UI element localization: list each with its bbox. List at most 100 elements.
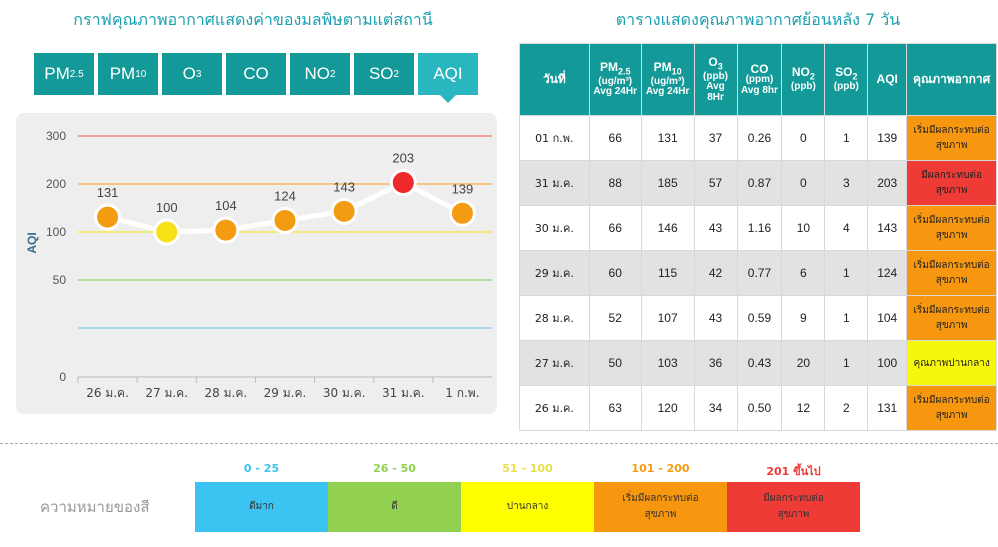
data-label: 100 [156, 200, 178, 215]
column-header-label: คุณภาพอากาศ [912, 72, 991, 87]
tab-aqi[interactable]: AQI [418, 53, 478, 103]
column-header-subscript: 2 [852, 71, 858, 82]
table-header-row: วันที่ PM2.5 (ug/m³) Avg 24Hr PM10 (ug/m³) A… [519, 43, 997, 116]
cell-no2: 6 [781, 250, 826, 296]
tab-no2[interactable]: NO 2 [290, 53, 350, 95]
cell-aqi: 139 [867, 115, 908, 161]
table-title: ตารางแสดงคุณภาพอากาศย้อนหลัง 7 วัน [615, 10, 901, 29]
column-header-label: CO [750, 61, 769, 76]
table-row: 29 ม.ค. 60 115 42 0.77 6 1 124 เริ่มมีผลกระทบต่อ… [519, 250, 997, 296]
data-label: 104 [215, 198, 237, 213]
data-point [212, 216, 240, 244]
cell-pm10: 107 [640, 295, 695, 341]
chart-title: กราฟคุณภาพอากาศแสดงค่าของมลพิษตามแต่สถาน… [73, 10, 433, 29]
x-tick-label: 31 ม.ค. [382, 386, 425, 400]
legend-label: เริ่มมีผลกระทบต่อสุขภาพ [622, 493, 699, 520]
data-point [448, 199, 476, 227]
column-header: วันที่ [519, 43, 590, 116]
column-header: SO2 (ppb) [824, 43, 869, 116]
cell-so2: 1 [824, 250, 869, 296]
tab-subscript: 10 [135, 68, 147, 80]
data-label: 203 [392, 151, 414, 166]
tab-subscript: 2.5 [69, 68, 84, 80]
cell-so2: 1 [824, 340, 869, 386]
cell-date: 28 ม.ค. [519, 295, 590, 341]
cell-date: 26 ม.ค. [519, 385, 590, 431]
column-header: คุณภาพอากาศ [906, 43, 997, 116]
tab-pm25[interactable]: PM 2.5 [34, 53, 94, 95]
cell-pm10: 185 [640, 160, 695, 206]
cell-quality: มีผลกระทบต่อสุขภาพ [906, 160, 997, 206]
cell-o3: 37 [693, 115, 738, 161]
legend-range: 0 - 25 [243, 462, 280, 475]
cell-o3: 57 [693, 160, 738, 206]
cell-aqi: 143 [867, 205, 908, 251]
cell-co: 0.59 [736, 295, 783, 341]
x-tick-label: 30 ม.ค. [323, 386, 366, 400]
column-header-label: NO [791, 65, 810, 80]
aqi-chart: 0 50 100 200 300 AQI 26 ม.ค. 27 ม.ค. 28 ม.ค. 29 ม… [16, 113, 497, 414]
data-label: 124 [274, 188, 296, 203]
cell-no2: 20 [781, 340, 826, 386]
column-header-label: PM [653, 60, 672, 75]
cell-o3: 34 [693, 385, 738, 431]
column-header: CO (ppm) Avg 8hr [736, 43, 783, 116]
column-header-label: SO [835, 65, 853, 80]
legend-range: 26 - 50 [373, 462, 416, 475]
cell-quality: เริ่มมีผลกระทบต่อสุขภาพ [906, 250, 997, 296]
table-row: 27 ม.ค. 50 103 36 0.43 20 1 100 คุณภาพปานกลาง [519, 340, 997, 386]
tab-co[interactable]: CO [226, 53, 286, 95]
tab-subscript: 3 [195, 68, 202, 80]
cell-no2: 12 [781, 385, 826, 431]
tab-label: PM [109, 64, 136, 83]
y-tick-label: 300 [46, 129, 66, 143]
tab-subscript: 2 [329, 68, 336, 80]
table-row: 28 ม.ค. 52 107 43 0.59 9 1 104 เริ่มมีผลกระทบต่อ… [519, 295, 997, 341]
cell-co: 0.26 [736, 115, 783, 161]
cell-aqi: 131 [867, 385, 908, 431]
column-header-unit: (ppb) Avg 8Hr [703, 70, 729, 103]
cell-date: 31 ม.ค. [519, 160, 590, 206]
column-header-subscript: 2 [809, 71, 815, 82]
table-row: 31 ม.ค. 88 185 57 0.87 0 3 203 มีผลกระทบต่อสุขภา… [519, 160, 997, 206]
column-header: O3 (ppb) Avg 8Hr [693, 43, 738, 116]
cell-pm10: 131 [640, 115, 695, 161]
cell-o3: 42 [693, 250, 738, 296]
color-legend: 0 - 25 ดีมาก 26 - 50 ดี 51 - 100 ปานกลาง 101 -… [195, 462, 860, 532]
column-header: PM2.5 (ug/m³) Avg 24Hr [588, 43, 642, 116]
column-header-label: วันที่ [542, 72, 566, 87]
tab-label: O [182, 64, 196, 83]
cell-aqi: 100 [867, 340, 908, 386]
column-header-unit: (ppm) Avg 8hr [741, 74, 778, 96]
data-point [389, 169, 417, 197]
cell-no2: 10 [781, 205, 826, 251]
cell-aqi: 203 [867, 160, 908, 206]
cell-quality: คุณภาพปานกลาง [906, 340, 997, 386]
cell-so2: 4 [824, 205, 869, 251]
pollutant-tabs: PM 2.5 PM 10 O 3 CO NO 2 SO 2 AQI [34, 53, 478, 103]
cell-date: 01 ก.พ. [519, 115, 590, 161]
cell-date: 27 ม.ค. [519, 340, 590, 386]
tab-pm10[interactable]: PM 10 [98, 53, 158, 95]
y-axis-label: AQI [25, 232, 39, 253]
cell-quality: เริ่มมีผลกระทบต่อสุขภาพ [906, 115, 997, 161]
legend-label: ดีมาก [249, 501, 274, 512]
column-header-subscript: 3 [717, 61, 723, 72]
column-header-unit: (ppb) [790, 81, 816, 93]
column-header-label: PM [599, 60, 618, 75]
cell-so2: 1 [824, 295, 869, 341]
history-table: วันที่ PM2.5 (ug/m³) Avg 24Hr PM10 (ug/m³) A… [519, 43, 997, 431]
column-header-unit: (ug/m³) Avg 24Hr [593, 75, 637, 98]
cell-so2: 3 [824, 160, 869, 206]
column-header-subscript: 2.5 [617, 66, 631, 77]
cell-aqi: 104 [867, 295, 908, 341]
cell-quality: เริ่มมีผลกระทบต่อสุขภาพ [906, 295, 997, 341]
cell-co: 1.16 [736, 205, 783, 251]
legend-label: ดี [391, 501, 398, 512]
cell-pm25: 60 [588, 250, 642, 296]
tab-so2[interactable]: SO 2 [354, 53, 414, 95]
cell-pm10: 146 [640, 205, 695, 251]
legend-item: 51 - 100 ปานกลาง [461, 462, 594, 532]
cell-pm10: 115 [640, 250, 695, 296]
